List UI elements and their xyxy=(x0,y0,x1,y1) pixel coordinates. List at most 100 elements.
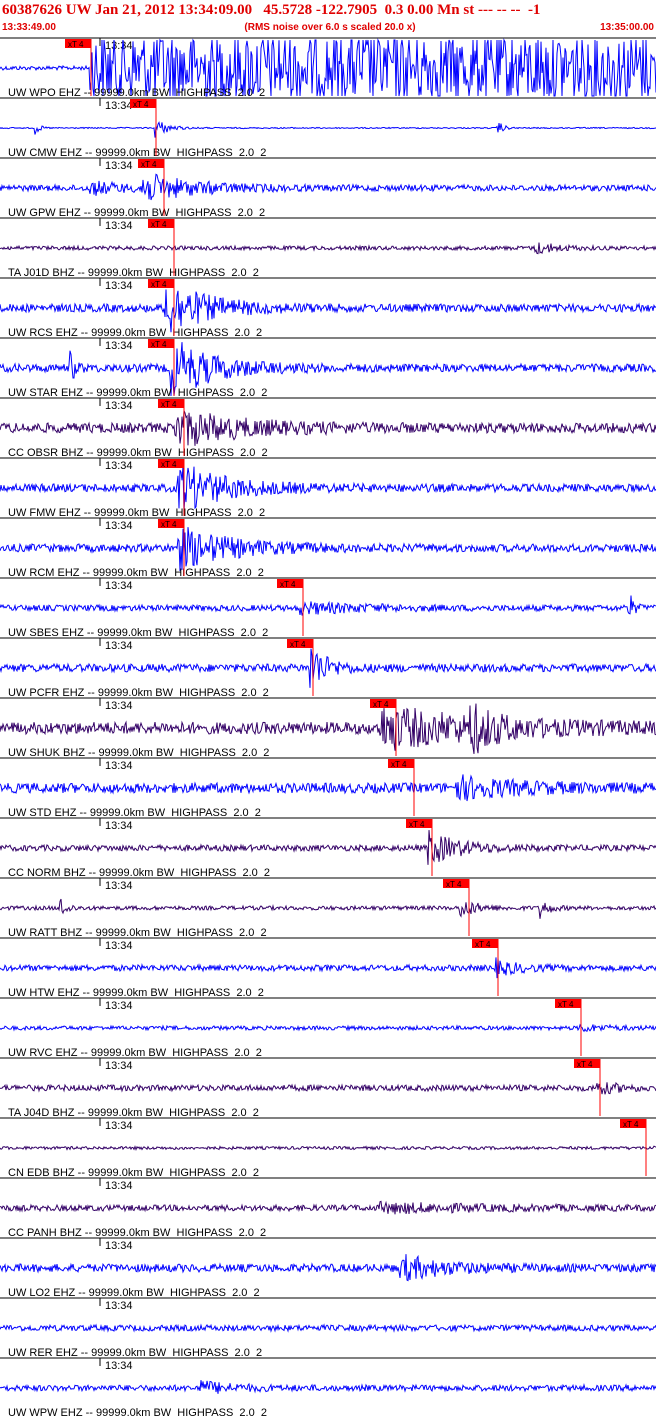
pick-box xyxy=(158,459,184,468)
station-label: UW GPW EHZ -- 99999.0km BW HIGHPASS 2.0 … xyxy=(8,207,265,219)
waveform xyxy=(0,1081,656,1095)
station-label: UW STD EHZ -- 99999.0km BW HIGHPASS 2.0 … xyxy=(8,807,261,819)
start-time: 13:33:49.00 xyxy=(2,22,56,33)
pick-label: xT 4 xyxy=(161,520,177,529)
waveform xyxy=(0,242,656,255)
waveform xyxy=(0,173,656,201)
time-label: 13:34 xyxy=(105,700,133,712)
station-label: UW PCFR EHZ -- 99999.0km BW HIGHPASS 2.0… xyxy=(8,687,269,699)
waveform xyxy=(0,774,656,802)
waveform xyxy=(0,957,656,979)
waveform xyxy=(0,703,656,754)
pick-box xyxy=(443,879,469,888)
scale-note: (RMS noise over 6.0 s scaled 20.0 x) xyxy=(244,22,415,33)
time-label: 13:34 xyxy=(105,280,133,292)
station-label: UW WPO EHZ -- 99999.0km BW HIGHPASS 2.0 … xyxy=(8,87,265,99)
station-label: UW FMW EHZ -- 99999.0km BW HIGHPASS 2.0 … xyxy=(8,507,265,519)
station-label: UW LO2 EHZ -- 99999.0km BW HIGHPASS 2.0 … xyxy=(8,1287,260,1299)
pick-box xyxy=(130,99,156,108)
time-label: 13:34 xyxy=(105,1060,133,1072)
time-label: 13:34 xyxy=(105,580,133,592)
pick-label: xT 4 xyxy=(446,880,462,889)
waveform xyxy=(0,648,656,688)
pick-label: xT 4 xyxy=(151,340,167,349)
waveform xyxy=(0,38,656,97)
time-label: 13:34 xyxy=(105,1300,133,1312)
waveform xyxy=(0,465,656,513)
waveform xyxy=(0,1145,656,1151)
pick-box xyxy=(148,279,174,288)
station-label: UW RCS EHZ -- 99999.0km BW HIGHPASS 2.0 … xyxy=(8,327,262,339)
station-label: CC NORM BHZ -- 99999.0km BW HIGHPASS 2.0… xyxy=(8,867,270,879)
time-label: 13:34 xyxy=(105,1180,133,1192)
pick-box xyxy=(277,579,303,588)
station-label: CC OBSR BHZ -- 99999.0km BW HIGHPASS 2.0… xyxy=(8,447,268,459)
station-label: UW RVC EHZ -- 99999.0km BW HIGHPASS 2.0 … xyxy=(8,1047,262,1059)
time-label: 13:34 xyxy=(105,1360,133,1372)
time-label: 13:34 xyxy=(105,40,133,52)
station-label: UW RATT BHZ -- 99999.0km BW HIGHPASS 2.0… xyxy=(8,927,267,939)
waveform xyxy=(0,830,656,865)
time-label: 13:34 xyxy=(105,1240,133,1252)
time-label: 13:34 xyxy=(105,220,133,232)
waveform xyxy=(0,527,656,572)
end-time: 13:35:00.00 xyxy=(600,22,654,33)
waveform xyxy=(0,410,656,446)
station-label: UW STAR EHZ -- 99999.0km BW HIGHPASS 2.0… xyxy=(8,387,267,399)
waveform xyxy=(0,898,656,919)
pick-label: xT 4 xyxy=(391,760,407,769)
waveform xyxy=(0,1254,656,1282)
waveform xyxy=(0,595,656,616)
pick-label: xT 4 xyxy=(133,100,149,109)
pick-label: xT 4 xyxy=(409,820,425,829)
pick-box xyxy=(555,999,581,1008)
waveform xyxy=(0,121,656,138)
pick-label: xT 4 xyxy=(373,700,389,709)
pick-label: xT 4 xyxy=(68,40,84,49)
station-label: UW CMW EHZ -- 99999.0km BW HIGHPASS 2.0 … xyxy=(8,147,266,159)
pick-box xyxy=(406,819,432,828)
pick-label: xT 4 xyxy=(558,1000,574,1009)
pick-box xyxy=(370,699,396,708)
time-label: 13:34 xyxy=(105,820,133,832)
time-label: 13:34 xyxy=(105,1120,133,1132)
pick-label: xT 4 xyxy=(151,280,167,289)
station-label: CN EDB BHZ -- 99999.0km BW HIGHPASS 2.0 … xyxy=(8,1167,259,1179)
pick-box xyxy=(138,159,164,168)
time-label: 13:34 xyxy=(105,160,133,172)
station-label: UW SHUK BHZ -- 99999.0km BW HIGHPASS 2.0… xyxy=(8,747,269,759)
time-label: 13:34 xyxy=(105,520,133,532)
pick-label: xT 4 xyxy=(623,1120,639,1129)
waveform xyxy=(0,289,656,333)
pick-box xyxy=(158,399,184,408)
time-label: 13:34 xyxy=(105,400,133,412)
waveform xyxy=(0,1380,656,1394)
waveform xyxy=(0,1200,656,1215)
pick-label: xT 4 xyxy=(161,460,177,469)
pick-box xyxy=(65,39,91,48)
time-label: 13:34 xyxy=(105,940,133,952)
pick-box xyxy=(287,639,313,648)
pick-box xyxy=(574,1059,600,1068)
pick-box xyxy=(472,939,498,948)
pick-box xyxy=(388,759,414,768)
page-title: 60387626 UW Jan 21, 2012 13:34:09.00 45.… xyxy=(2,2,540,18)
time-label: 13:34 xyxy=(105,100,133,112)
station-label: CC PANH BHZ -- 99999.0km BW HIGHPASS 2.0… xyxy=(8,1227,266,1239)
waveform xyxy=(0,1323,656,1333)
pick-box xyxy=(148,339,174,348)
pick-label: xT 4 xyxy=(161,400,177,409)
station-label: UW RER EHZ -- 99999.0km BW HIGHPASS 2.0 … xyxy=(8,1347,262,1359)
station-label: UW SBES EHZ -- 99999.0km BW HIGHPASS 2.0… xyxy=(8,627,268,639)
station-label: TA J01D BHZ -- 99999.0km BW HIGHPASS 2.0… xyxy=(8,267,259,279)
pick-box xyxy=(620,1119,646,1128)
pick-label: xT 4 xyxy=(577,1060,593,1069)
station-label: UW WPW EHZ -- 99999.0km BW HIGHPASS 2.0 … xyxy=(8,1407,267,1418)
station-label: UW RCM EHZ -- 99999.0km BW HIGHPASS 2.0 … xyxy=(8,567,264,579)
pick-label: xT 4 xyxy=(151,220,167,229)
pick-label: xT 4 xyxy=(475,940,491,949)
pick-label: xT 4 xyxy=(280,580,296,589)
pick-box xyxy=(148,219,174,228)
